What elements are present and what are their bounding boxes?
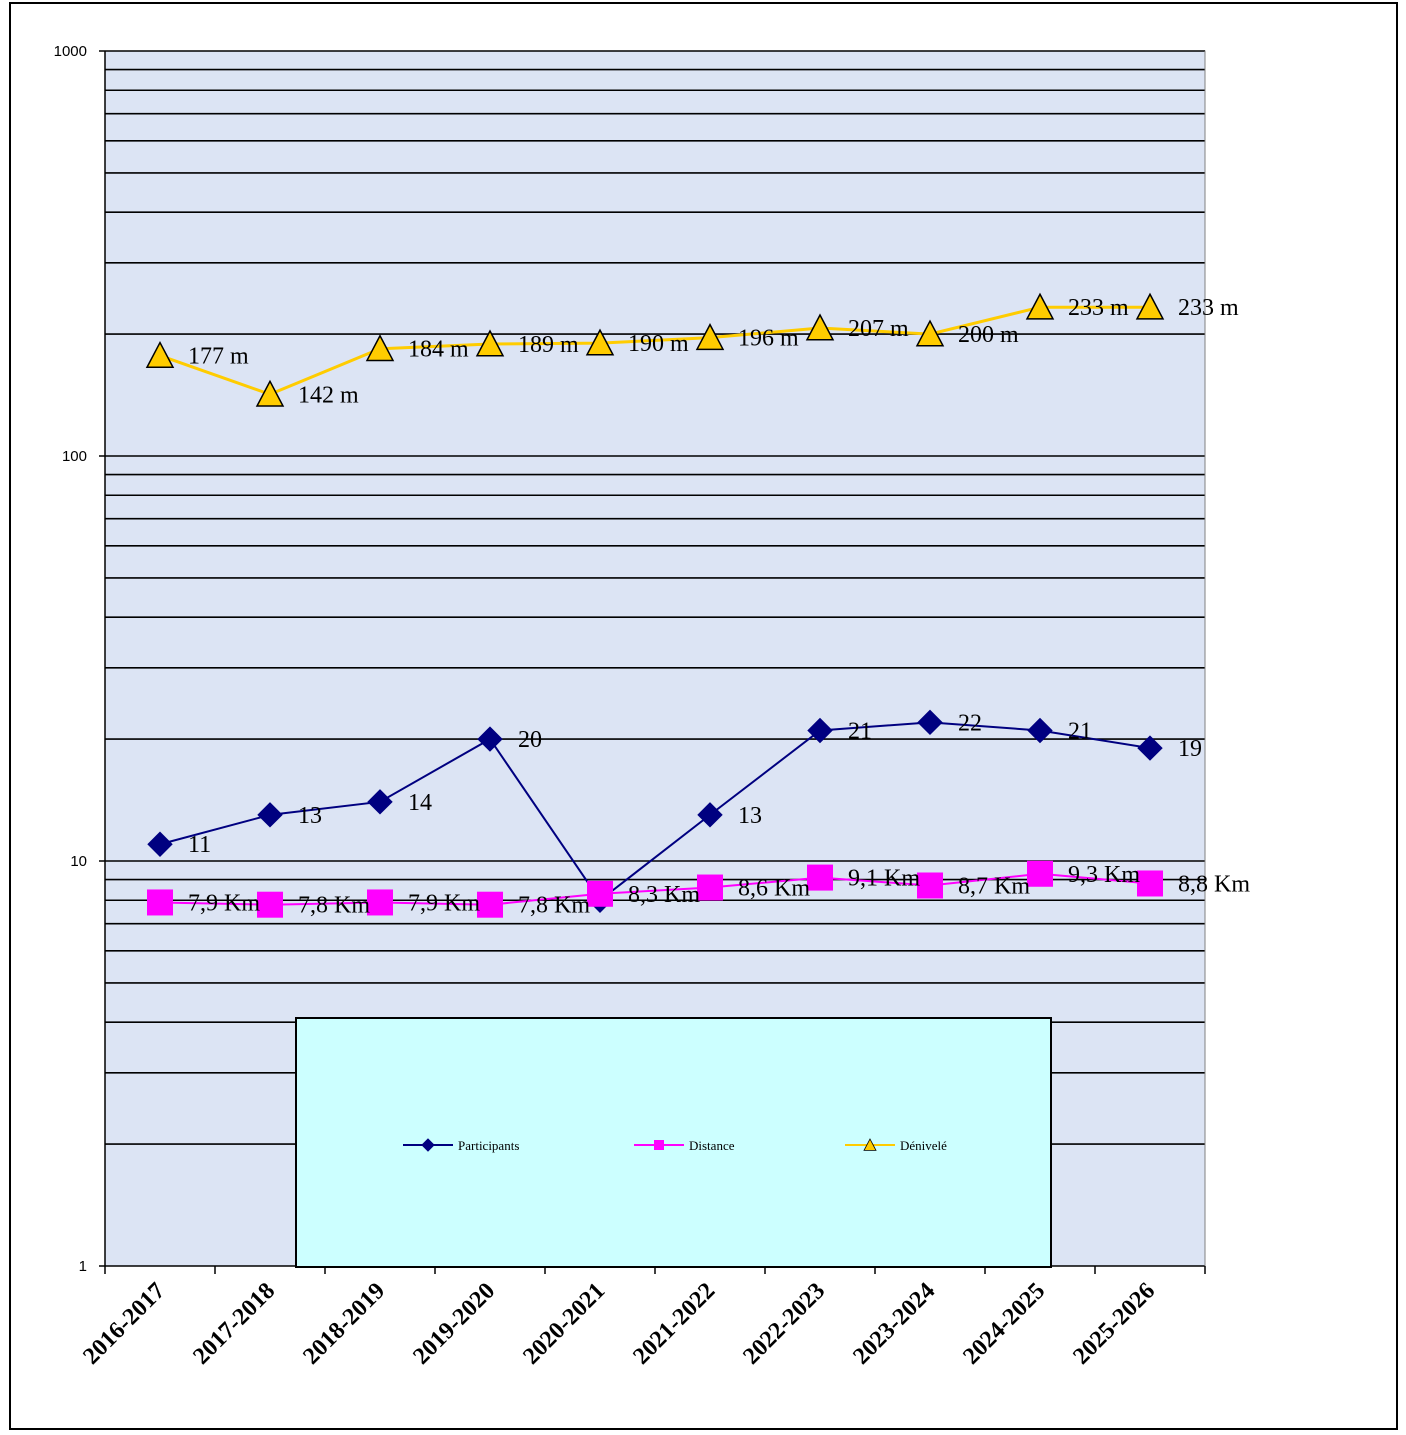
data-label: 9,3 Km	[1068, 862, 1140, 888]
data-label: 190 m	[628, 331, 689, 357]
data-point	[587, 880, 613, 907]
data-point	[477, 726, 503, 752]
data-label: 14	[408, 790, 432, 816]
data-point	[585, 328, 615, 356]
data-point	[367, 789, 393, 815]
data-point	[255, 379, 285, 407]
x-tick-label: 2024-2025	[958, 1278, 1050, 1370]
data-label: 20	[518, 727, 542, 753]
y-tick-label: 1	[79, 1258, 87, 1275]
data-label: 8,8 Km	[1178, 871, 1250, 897]
data-point	[257, 891, 283, 918]
legend-label-1: Distance	[689, 1138, 735, 1153]
x-tick-label: 2021-2022	[628, 1278, 720, 1370]
data-label: 21	[848, 719, 872, 745]
data-point	[1137, 735, 1163, 761]
data-label: 142 m	[298, 382, 359, 408]
legend-box	[295, 1017, 1052, 1268]
data-label: 8,3 Km	[628, 882, 700, 908]
data-label: 8,7 Km	[958, 873, 1030, 899]
data-point	[257, 802, 283, 828]
legend: Participants Distance Dénivelé	[295, 1017, 1052, 1268]
data-point	[807, 864, 833, 891]
data-point	[1135, 292, 1165, 320]
x-tick-label: 2017-2018	[188, 1278, 280, 1370]
data-label: 196 m	[738, 326, 799, 352]
data-point	[1027, 860, 1053, 887]
data-label: 9,1 Km	[848, 866, 920, 892]
data-point	[365, 334, 395, 362]
data-point	[477, 891, 503, 918]
data-label: 19	[1178, 736, 1202, 762]
data-label: 189 m	[518, 332, 579, 358]
data-point	[805, 313, 835, 341]
series-line-2	[159, 305, 1150, 396]
data-point	[147, 831, 173, 857]
data-label: 207 m	[848, 316, 909, 342]
data-label: 22	[958, 710, 982, 736]
data-point	[695, 323, 725, 351]
data-label: 13	[738, 803, 762, 829]
data-label: 200 m	[958, 322, 1019, 348]
series-line-0	[159, 721, 1151, 902]
data-point	[475, 329, 505, 357]
x-tick-label: 2018-2019	[298, 1278, 390, 1370]
legend-label-0: Participants	[458, 1138, 519, 1153]
data-labels: 11 13 14 20 13 21 22 21 19 7,9 Km 7,8 Km 7,9 Km 7,8 …	[188, 295, 1250, 918]
data-label: 7,9 Km	[408, 890, 480, 916]
data-label: 8,6 Km	[738, 876, 810, 902]
data-label: 11	[188, 832, 211, 858]
data-point	[147, 889, 173, 916]
data-point	[697, 874, 723, 901]
data-label: 177 m	[188, 344, 249, 370]
x-tick-label: 2019-2020	[408, 1278, 500, 1370]
data-label: 233 m	[1068, 295, 1129, 321]
y-tick-label: 100	[62, 448, 87, 465]
data-label: 7,9 Km	[188, 890, 260, 916]
data-point	[1027, 717, 1053, 744]
x-tick-label: 2022-2023	[738, 1278, 830, 1370]
legend-marker-1	[654, 1140, 664, 1150]
data-point	[917, 872, 943, 899]
y-tick-label: 10	[70, 853, 87, 870]
data-label: 184 m	[408, 337, 469, 363]
data-point	[1025, 292, 1055, 320]
x-tick-label: 2025-2026	[1068, 1278, 1160, 1370]
y-tick-label: 1000	[54, 43, 87, 60]
data-label: 233 m	[1178, 295, 1239, 321]
legend-label-2: Dénivelé	[900, 1138, 947, 1153]
data-label: 13	[298, 803, 322, 829]
x-tick-label: 2023-2024	[848, 1278, 940, 1370]
series-line-1	[159, 872, 1151, 906]
data-label: 7,8 Km	[298, 893, 370, 919]
x-tick-label: 2016-2017	[78, 1278, 170, 1370]
legend-marker-2	[863, 1138, 877, 1151]
data-label: 7,8 Km	[518, 893, 590, 919]
data-point	[697, 802, 723, 828]
x-tick-label: 2020-2021	[518, 1278, 610, 1370]
data-point	[145, 340, 175, 369]
data-point	[807, 717, 833, 744]
series-layer	[145, 292, 1165, 918]
legend-marker-0	[421, 1138, 435, 1152]
data-point	[1137, 870, 1163, 897]
data-point	[915, 319, 945, 347]
data-point	[367, 889, 393, 916]
data-point	[917, 709, 943, 736]
data-label: 21	[1068, 719, 1092, 745]
